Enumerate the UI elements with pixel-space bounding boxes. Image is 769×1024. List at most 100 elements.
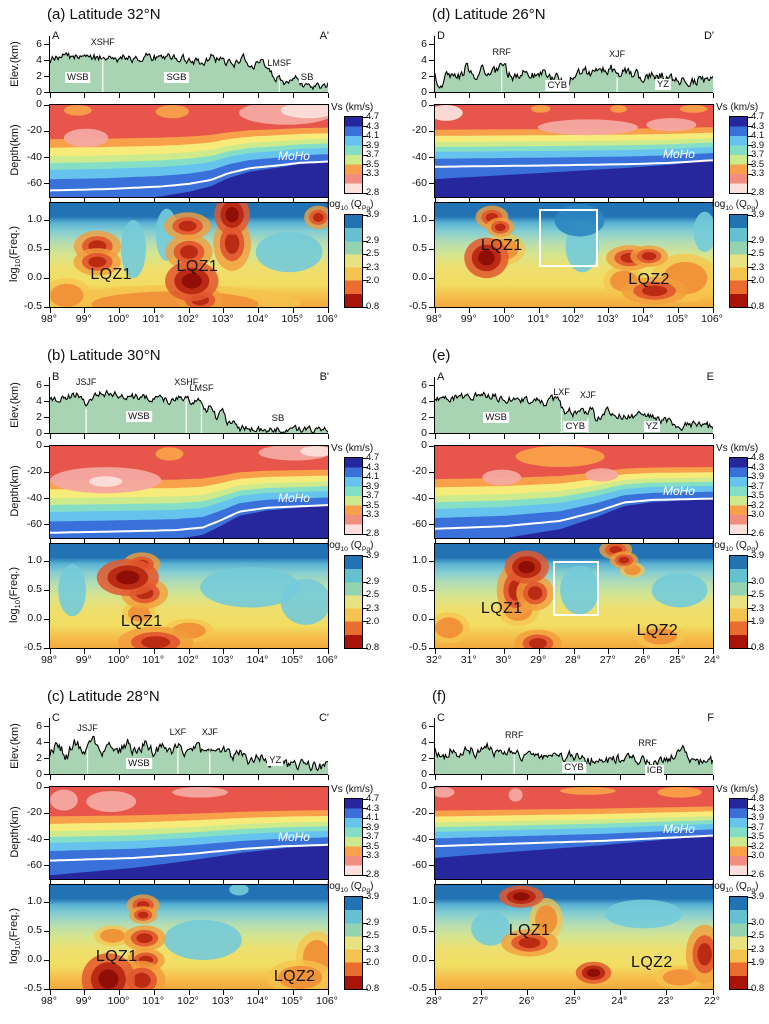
- colorbar-tick-label: 2.0: [366, 274, 380, 286]
- colorbar-tick-label: 2.8: [366, 528, 380, 539]
- y-tick-label: 2: [36, 752, 42, 764]
- y-tick-label: 0: [36, 98, 42, 110]
- q-anomaly: [180, 245, 198, 259]
- y-tick-mark: [44, 219, 49, 221]
- x-tick-mark: [573, 539, 575, 544]
- colorbar-tick-label: 2.0: [366, 615, 380, 627]
- colorbar-tick-label: 0.8: [751, 642, 765, 653]
- y-tick-label: 0: [421, 86, 427, 98]
- y-tick-label: 4: [36, 395, 42, 407]
- y-tick-mark: [44, 130, 49, 132]
- colorbar-tick-label: 4.1: [366, 812, 380, 823]
- y-tick-mark: [44, 930, 49, 932]
- profile-start-label: C: [437, 712, 445, 724]
- q-cbar-suffix: ): [755, 881, 759, 892]
- q-cbar-subscript-pg: Pg: [746, 887, 756, 894]
- panel-title: (b) Latitude 30°N: [47, 347, 161, 364]
- colorbar-tick-label: 3.0: [751, 509, 765, 520]
- q-anomaly: [518, 560, 535, 574]
- x-tick-mark: [677, 93, 679, 98]
- colorbar-tick-label: 2.9: [366, 235, 380, 247]
- x-tick-label: 31°: [460, 654, 477, 666]
- profile-end-label: D': [703, 30, 714, 42]
- x-tick-mark: [292, 93, 294, 98]
- y-tick-label: 2: [421, 411, 427, 423]
- colorbar-tick-label: 2.3: [751, 943, 765, 955]
- x-tick-label: 104°: [246, 995, 269, 1007]
- basin-name-label: YZ: [643, 420, 660, 432]
- colorbar-tick-mark: [748, 555, 753, 557]
- y-tick-label: 0.5: [27, 924, 42, 937]
- colorbar-tick-label: 2.5: [366, 930, 380, 942]
- colorbar-tick-mark: [363, 621, 368, 623]
- y-tick-mark: [44, 812, 49, 814]
- x-tick-mark: [327, 539, 329, 544]
- x-tick-mark: [712, 880, 714, 885]
- x-tick-mark: [327, 198, 329, 203]
- y-tick-mark: [44, 498, 49, 500]
- colorbar-tick-mark: [748, 533, 753, 535]
- elevation-plot: XSHF LMSF WSB SGB SB: [44, 36, 329, 98]
- elevation-plot: LXF XJF WSB CYB YZ: [429, 377, 714, 439]
- q-anomaly: [609, 546, 622, 554]
- vs-layer: [435, 498, 713, 538]
- colorbar-tick-mark: [748, 253, 753, 255]
- colorbar-tick-mark: [748, 154, 753, 156]
- vs-section-plot: MoHo: [429, 445, 714, 544]
- colorbar-tick-mark: [363, 555, 368, 557]
- q-cbar-subscript: 10: [340, 887, 348, 894]
- terrain-profile: [435, 62, 713, 92]
- vs-anomaly-patch: [435, 787, 455, 798]
- colorbar-tick-label: 0.8: [366, 983, 380, 994]
- colorbar-tick-label: 3.0: [751, 850, 765, 861]
- panel-a: (a) Latitude 32°N Elev.(km) Depth(km) lo…: [0, 0, 384, 341]
- y-tick-mark: [429, 647, 434, 649]
- q-anomaly: [255, 231, 323, 273]
- fault-name-label: RRF: [492, 46, 511, 57]
- y-tick-mark: [44, 43, 49, 45]
- q-cbar-suffix: ): [755, 540, 759, 551]
- x-tick-label: 24°: [704, 654, 720, 666]
- y-tick-label: 6: [36, 379, 42, 391]
- colorbar-tick-label: 4.3: [366, 120, 380, 132]
- colorbar-tick-label: 3.9: [751, 209, 765, 220]
- x-tick-label: 28°: [426, 995, 442, 1007]
- y-tick-mark: [44, 865, 49, 867]
- freq-axis-subscript: 10: [13, 600, 23, 609]
- q-cbar-prefix: log: [712, 881, 726, 892]
- colorbar-tick-mark: [363, 935, 368, 937]
- x-tick-label: 101°: [142, 995, 165, 1007]
- x-tick-label: 104°: [246, 654, 269, 666]
- y-tick-mark: [429, 757, 434, 759]
- y-tick-mark: [44, 416, 49, 418]
- q-anomaly: [586, 968, 601, 977]
- q-anomaly: [132, 972, 151, 988]
- x-tick-mark: [608, 198, 610, 203]
- colorbar-tick-mark: [748, 145, 753, 146]
- q-anomaly: [200, 567, 301, 608]
- moho-label: MoHo: [662, 821, 695, 836]
- moho-label: MoHo: [662, 483, 695, 498]
- colorbar-tick-mark: [363, 962, 368, 964]
- profile-start-label: B: [52, 371, 60, 383]
- y-tick-label: 0.0: [412, 953, 427, 966]
- vs-layer: [435, 160, 713, 197]
- colorbar-tick-mark: [748, 855, 753, 857]
- x-tick-label: 106°: [701, 313, 723, 325]
- y-tick-label: 1.0: [412, 554, 427, 567]
- colorbar-tick-mark: [748, 988, 753, 990]
- x-tick-mark: [84, 990, 86, 995]
- x-tick-mark: [49, 539, 51, 544]
- vs-section-plot: MoHo: [429, 786, 714, 885]
- x-tick-label: 99°: [460, 313, 477, 325]
- y-tick-label: 0: [36, 427, 42, 439]
- x-tick-label: 98°: [41, 654, 57, 666]
- y-tick-mark: [44, 988, 49, 990]
- colorbar-tick-label: 2.6: [751, 869, 765, 880]
- colorbar-tick-mark: [748, 505, 753, 506]
- q-anomaly: [278, 965, 323, 989]
- q-anomaly: [136, 933, 153, 944]
- x-tick-mark: [119, 198, 120, 203]
- x-tick-mark: [188, 880, 190, 885]
- x-tick-mark: [327, 649, 329, 654]
